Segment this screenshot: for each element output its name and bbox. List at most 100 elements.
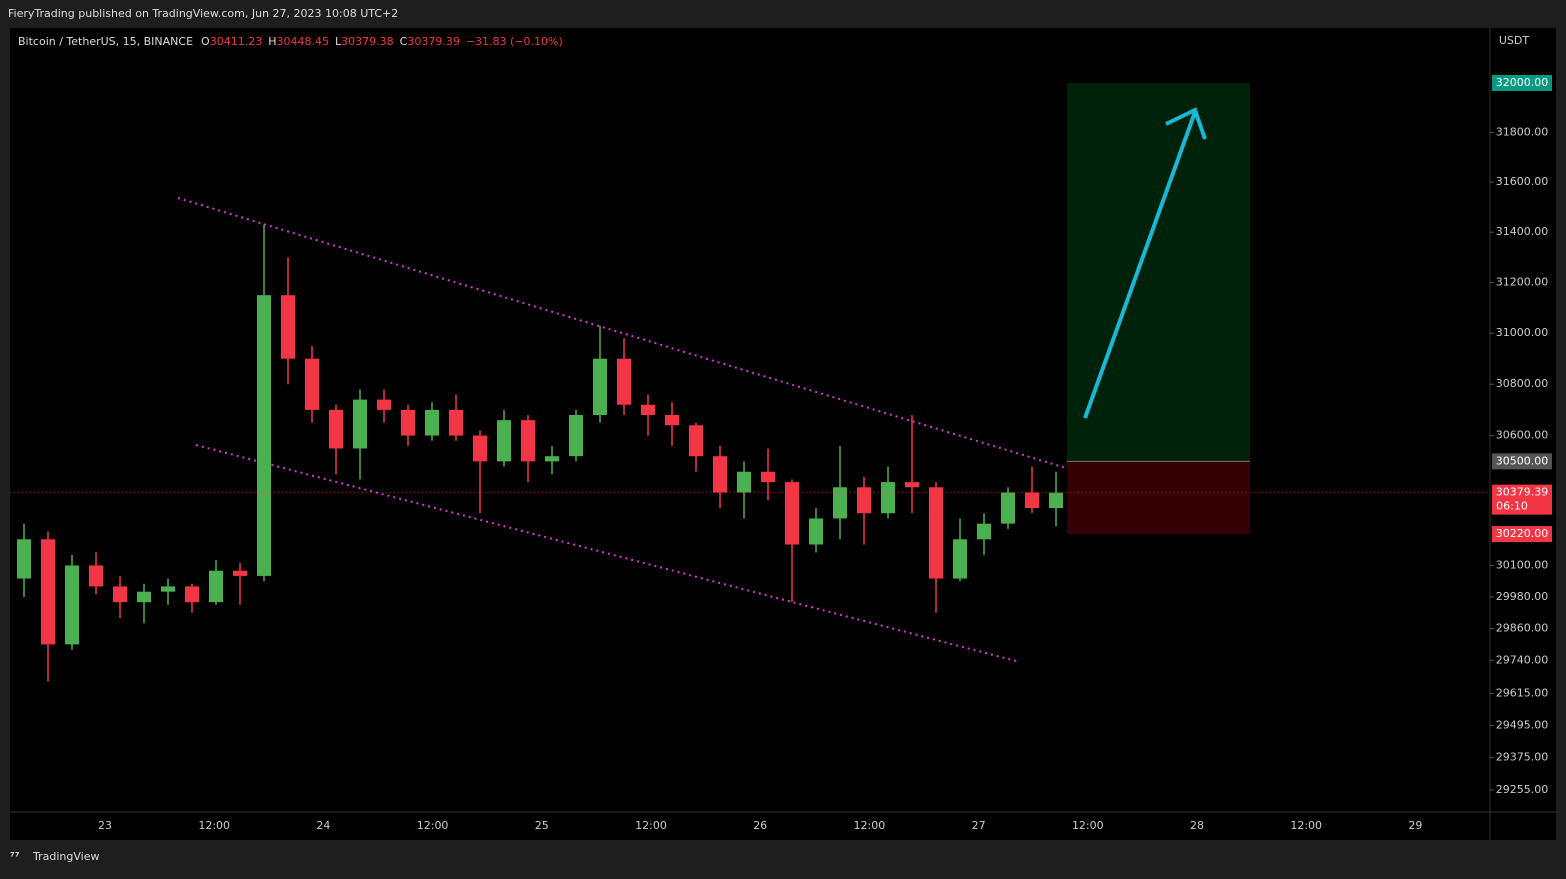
candle-body (281, 295, 295, 359)
y-tick-label: 31000.00 (1496, 326, 1549, 339)
candle-body (1001, 492, 1015, 524)
stop-label: 30220.00 (1496, 527, 1549, 540)
y-tick-label: 31400.00 (1496, 225, 1549, 238)
y-tick-label: 29255.00 (1496, 783, 1549, 796)
countdown: 06:10 (1496, 500, 1528, 513)
entry-label: 30500.00 (1496, 454, 1549, 467)
candle-body (953, 539, 967, 579)
ohlc-value: 30411.23 (210, 35, 263, 48)
x-tick-label: 28 (1190, 819, 1204, 832)
candle-body (761, 471, 775, 483)
arrow-head (1165, 107, 1207, 140)
arrow-shaft (1083, 111, 1197, 419)
x-tick-label: 12:00 (854, 819, 886, 832)
candle-body (161, 586, 175, 592)
candle-body (113, 586, 127, 603)
candle-body (833, 487, 847, 519)
target-label-bg (1492, 74, 1552, 91)
candle-body (809, 518, 823, 545)
y-tick-label: 29495.00 (1496, 718, 1549, 731)
y-tick-label: 29860.00 (1496, 622, 1549, 635)
y-tick-label: 31200.00 (1496, 276, 1549, 289)
candle-body (137, 591, 151, 603)
stop-label-bg (1492, 526, 1552, 543)
x-tick-label: 12:00 (635, 819, 667, 832)
candle-body (545, 456, 559, 462)
candle-body (305, 358, 319, 410)
candle-body (857, 487, 871, 514)
candle-body (521, 420, 535, 462)
candle-body (65, 565, 79, 645)
x-tick-label: 29 (1408, 819, 1422, 832)
candle-body (425, 409, 439, 436)
ohlc-key: C (400, 35, 408, 48)
candle-body (665, 415, 679, 426)
brand: TradingView (32, 850, 99, 863)
candle-body (449, 409, 463, 436)
candle-body (689, 425, 703, 457)
y-tick-label: 29375.00 (1496, 751, 1549, 764)
ohlc-key: H (268, 35, 276, 48)
ohlc-legend: Bitcoin / TetherUS, 15, BINANCE O 30411.23… (18, 35, 563, 48)
x-tick-label: 12:00 (198, 819, 230, 832)
y-tick-label: 30100.00 (1496, 558, 1549, 571)
stop-zone (1067, 461, 1250, 535)
candle-body (329, 409, 343, 449)
candle-body (881, 482, 895, 514)
x-tick-label: 26 (753, 819, 767, 832)
candle-body (473, 435, 487, 462)
entry-label-bg (1492, 453, 1552, 470)
ohlc-value: 30379.38 (341, 35, 394, 48)
x-tick-label: 12:00 (1072, 819, 1104, 832)
currency: USDT (1499, 34, 1530, 47)
candle-body (401, 409, 415, 436)
candle-body (185, 586, 199, 603)
y-tick-label: 29740.00 (1496, 653, 1549, 666)
candle-body (1025, 492, 1039, 509)
x-tick-label: 24 (316, 819, 330, 832)
candle-body (569, 415, 583, 457)
logo-mark: ⁷⁷ (10, 850, 20, 863)
y-tick-label: 31800.00 (1496, 125, 1549, 138)
target-label: 32000.00 (1496, 76, 1549, 89)
candle-body (257, 295, 271, 576)
candle-body (89, 565, 103, 587)
ohlc-key: O (201, 35, 210, 48)
upper-channel (177, 197, 1123, 486)
last-price-label: 30379.39 (1496, 486, 1549, 499)
candle-body (905, 482, 919, 488)
target-zone (1067, 82, 1250, 462)
candle-body (209, 570, 223, 603)
candle-body (641, 404, 655, 416)
candle-body (977, 523, 991, 540)
candle-body (497, 420, 511, 462)
last-price-bg (1492, 484, 1552, 515)
candle-body (929, 487, 943, 579)
symbol: Bitcoin / TetherUS, 15, BINANCE (18, 35, 193, 48)
x-tick-label: 27 (972, 819, 986, 832)
change: −31.83 (−0.10%) (466, 35, 563, 48)
candle-body (737, 471, 751, 493)
ohlc-key: L (335, 35, 342, 48)
y-tick-label: 29980.00 (1496, 590, 1549, 603)
y-tick-label: 30800.00 (1496, 377, 1549, 390)
x-tick-label: 23 (98, 819, 112, 832)
candle-body (377, 399, 391, 410)
ohlc-value: 30448.45 (277, 35, 330, 48)
x-tick-label: 12:00 (1290, 819, 1322, 832)
candle-body (593, 358, 607, 416)
publisher: FieryTrading published on TradingView.co… (8, 7, 398, 20)
candle-body (713, 456, 727, 493)
candle-body (41, 539, 55, 645)
plot-bg (10, 28, 1556, 840)
plot (17, 82, 1250, 682)
ohlc-value: 30379.39 (407, 35, 460, 48)
candle-body (1049, 492, 1063, 509)
x-tick-label: 25 (535, 819, 549, 832)
candle-body (785, 482, 799, 545)
candle-body (17, 539, 31, 579)
candle-body (233, 570, 247, 576)
y-tick-label: 29615.00 (1496, 686, 1549, 699)
y-tick-label: 31600.00 (1496, 175, 1549, 188)
